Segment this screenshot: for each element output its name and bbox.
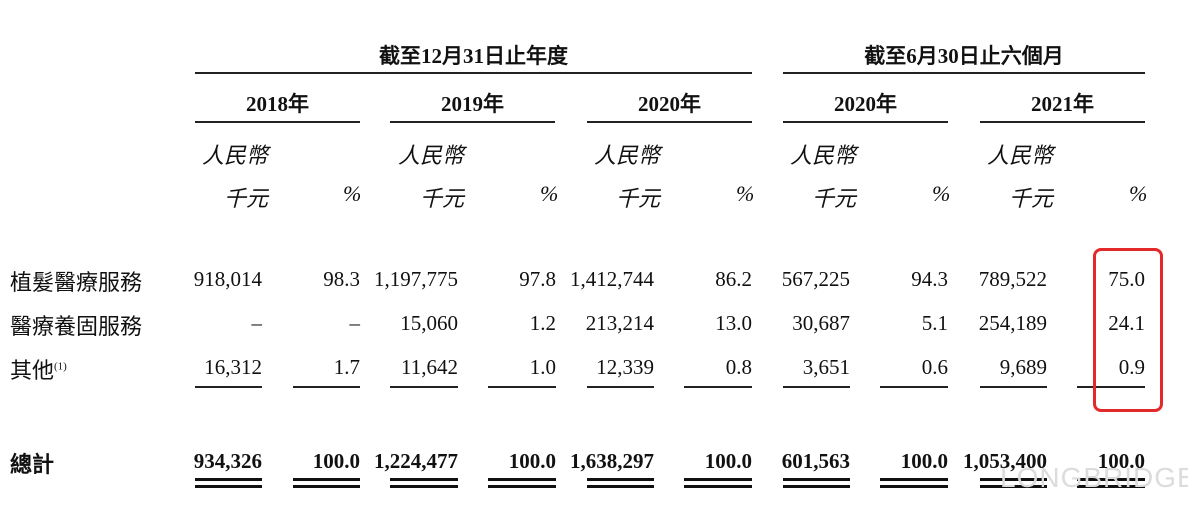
subtotal-rule xyxy=(488,386,556,388)
subtotal-rule xyxy=(783,386,850,388)
currency-label: 人民幣 xyxy=(987,143,1054,168)
table-cell: 1,197,775 xyxy=(374,267,458,291)
table-cell: 12,339 xyxy=(596,355,654,379)
header-group-six-months: 截至6月30日止六個月 xyxy=(864,44,1064,68)
table-cell: 1.7 xyxy=(333,355,360,379)
subtotal-rule xyxy=(293,386,360,388)
table-cell: 11,642 xyxy=(401,355,458,379)
table-cell: 9,689 xyxy=(999,355,1047,379)
year-header-2019: 2019年 xyxy=(441,92,504,116)
total-cell: 100.0 xyxy=(1097,449,1145,473)
unit-label: 千元 xyxy=(812,186,857,211)
header-group-years-rule xyxy=(195,72,752,74)
table-cell: 1.2 xyxy=(529,311,556,335)
total-cell: 934,326 xyxy=(193,449,262,473)
row-label-other-text: 其他 xyxy=(10,358,55,383)
header-group-years: 截至12月31日止年度 xyxy=(379,44,568,68)
header-group-six-months-rule xyxy=(783,72,1145,74)
table-cell: 213,214 xyxy=(585,311,654,335)
subtotal-rule xyxy=(587,386,654,388)
unit-label: 千元 xyxy=(224,186,269,211)
total-cell: 100.0 xyxy=(312,449,360,473)
year-rule-2021-h1 xyxy=(980,121,1145,123)
total-cell: 100.0 xyxy=(900,449,948,473)
pct-label: % xyxy=(736,181,755,206)
row-label-other: 其他(1) xyxy=(10,353,67,385)
year-rule-2019 xyxy=(390,121,555,123)
unit-label: 千元 xyxy=(420,186,465,211)
table-cell: 86.2 xyxy=(715,267,752,291)
table-cell: 789,522 xyxy=(978,267,1047,291)
subtotal-rule xyxy=(684,386,752,388)
table-cell: 918,014 xyxy=(193,267,262,291)
year-header-2021-h1: 2021年 xyxy=(1031,92,1094,116)
year-rule-2020 xyxy=(587,121,752,123)
subtotal-rule xyxy=(980,386,1047,388)
year-rule-2018 xyxy=(195,121,360,123)
table-cell: 0.6 xyxy=(921,355,948,379)
currency-label: 人民幣 xyxy=(398,143,465,168)
table-cell: 15,060 xyxy=(400,311,458,335)
total-cell: 601,563 xyxy=(781,449,850,473)
year-header-2020-h1: 2020年 xyxy=(834,92,897,116)
subtotal-rule xyxy=(880,386,948,388)
table-cell: 3,651 xyxy=(802,355,850,379)
highlight-box xyxy=(1093,248,1163,412)
table-cell: 94.3 xyxy=(911,267,948,291)
table-cell: 13.0 xyxy=(715,311,752,335)
pct-label: % xyxy=(932,181,951,206)
currency-label: 人民幣 xyxy=(790,143,857,168)
table-cell: 97.8 xyxy=(519,267,556,291)
footnote-marker: (1) xyxy=(54,360,67,373)
table-cell: 1.0 xyxy=(529,355,556,379)
pct-label: % xyxy=(540,181,559,206)
table-cell: 24.1 xyxy=(1108,311,1145,335)
total-cell: 100.0 xyxy=(704,449,752,473)
subtotal-rule xyxy=(390,386,458,388)
unit-label: 千元 xyxy=(1009,186,1054,211)
subtotal-rule xyxy=(1077,386,1145,388)
total-cell: 100.0 xyxy=(508,449,556,473)
total-cell: 1,638,297 xyxy=(570,449,654,473)
table-cell: 75.0 xyxy=(1108,267,1145,291)
watermark: LONGBRIDGE xyxy=(1000,462,1188,493)
table-cell: 254,189 xyxy=(978,311,1047,335)
table-cell: 16,312 xyxy=(204,355,262,379)
year-header-2018: 2018年 xyxy=(246,92,309,116)
unit-label: 千元 xyxy=(616,186,661,211)
table-cell: – xyxy=(349,311,361,335)
year-header-2020: 2020年 xyxy=(638,92,701,116)
currency-label: 人民幣 xyxy=(202,143,269,168)
total-cell: 1,224,477 xyxy=(374,449,458,473)
currency-label: 人民幣 xyxy=(594,143,661,168)
total-cell: 1,053,400 xyxy=(963,449,1047,473)
table-cell: 98.3 xyxy=(323,267,360,291)
row-label-hair-care: 醫療養固服務 xyxy=(10,314,143,339)
table-cell: 1,412,744 xyxy=(570,267,654,291)
table-cell: 5.1 xyxy=(921,311,948,335)
table-cell: 30,687 xyxy=(792,311,850,335)
row-label-hair-transplant: 植髮醫療服務 xyxy=(10,270,143,295)
table-cell: – xyxy=(251,311,263,335)
subtotal-rule xyxy=(195,386,262,388)
table-cell: 567,225 xyxy=(781,267,850,291)
year-rule-2020-h1 xyxy=(783,121,948,123)
table-cell: 0.9 xyxy=(1118,355,1145,379)
pct-label: % xyxy=(343,181,362,206)
table-cell: 0.8 xyxy=(725,355,752,379)
pct-label: % xyxy=(1129,181,1148,206)
row-label-total: 總計 xyxy=(10,452,55,477)
